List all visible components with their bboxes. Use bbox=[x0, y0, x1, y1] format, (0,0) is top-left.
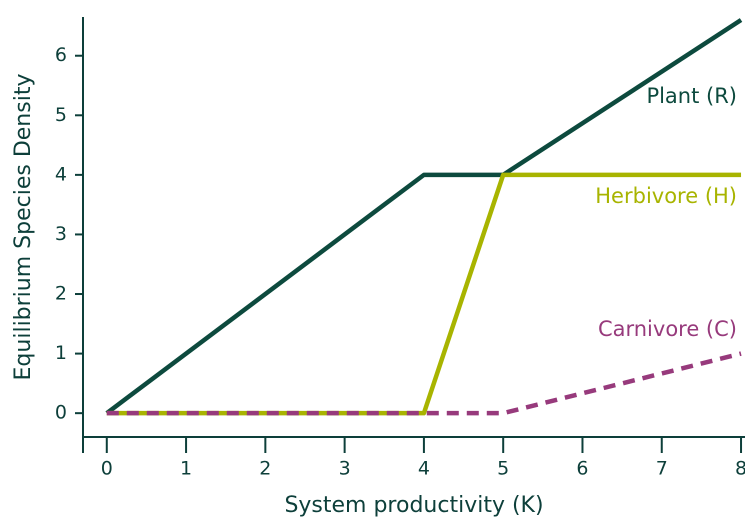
y-tick-label: 3 bbox=[55, 223, 67, 245]
y-axis-label: Equilibrium Species Density bbox=[11, 74, 36, 381]
series-label: Plant (R) bbox=[646, 84, 737, 108]
y-tick-label: 6 bbox=[55, 44, 67, 66]
x-tick-label: 7 bbox=[656, 458, 668, 480]
y-tick-label: 2 bbox=[55, 283, 67, 305]
series-line bbox=[106, 351, 742, 416]
x-axis-label: System productivity (K) bbox=[284, 493, 543, 518]
y-tick-label: 0 bbox=[55, 402, 67, 424]
x-tick-label: 0 bbox=[101, 458, 113, 480]
x-tick-label: 2 bbox=[259, 458, 271, 480]
series-line bbox=[105, 18, 743, 415]
series-label: Carnivore (C) bbox=[598, 317, 737, 341]
x-tick-label: 5 bbox=[497, 458, 509, 480]
series-label: Herbivore (H) bbox=[595, 184, 737, 208]
y-tick-label: 5 bbox=[55, 104, 67, 126]
x-tick-label: 4 bbox=[418, 458, 430, 480]
x-tick-label: 3 bbox=[339, 458, 351, 480]
y-tick-label: 4 bbox=[55, 163, 67, 185]
series-line bbox=[106, 172, 742, 416]
x-tick-label: 8 bbox=[735, 458, 745, 480]
x-tick-label: 1 bbox=[180, 458, 192, 480]
x-tick-label: 6 bbox=[576, 458, 588, 480]
y-tick-label: 1 bbox=[55, 342, 67, 364]
